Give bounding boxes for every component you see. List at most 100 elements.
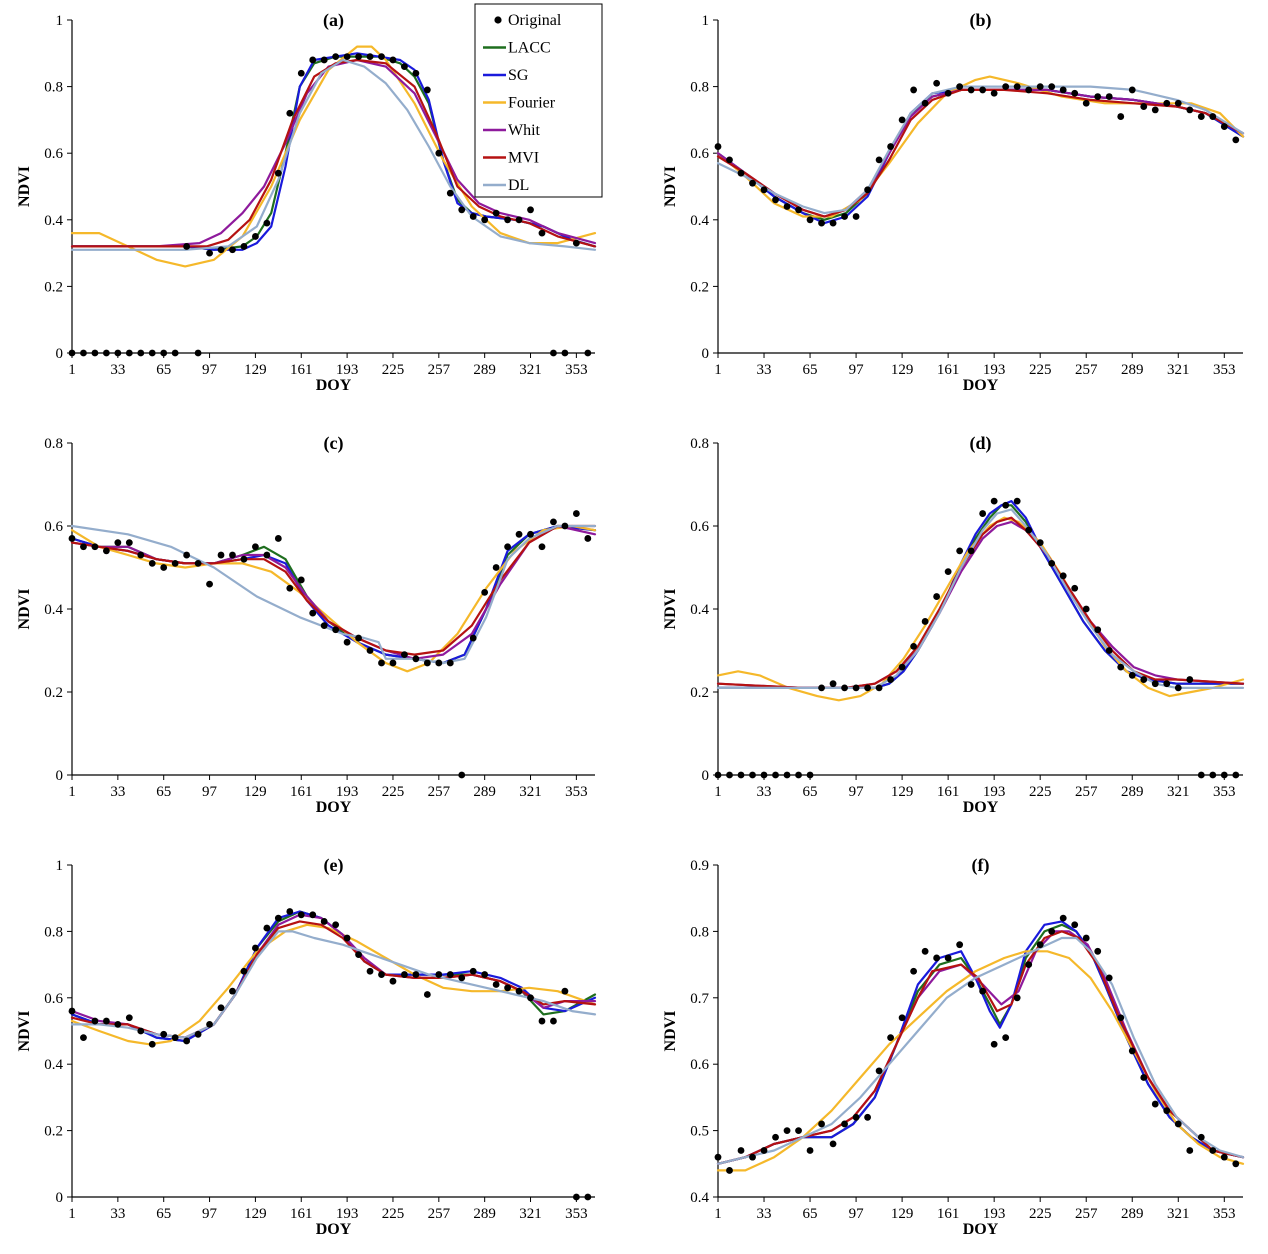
original-point: [829, 1140, 837, 1148]
original-point: [990, 1040, 998, 1048]
x-tick-label: 289: [1121, 362, 1144, 378]
original-point: [320, 56, 328, 64]
series-line-dl: [70, 58, 597, 251]
x-tick-label: 353: [565, 784, 588, 800]
original-point: [561, 349, 569, 357]
chart-panel-4: 0 0.2 0.4 0.6 0.8 1 33 65 97 129 161 193 225 257 289 32…: [662, 433, 1245, 816]
original-point: [990, 497, 998, 505]
x-tick-label: 129: [891, 362, 914, 378]
original-point: [171, 559, 179, 567]
x-tick-label: 65: [803, 1206, 818, 1222]
x-tick-label: 65: [156, 1206, 171, 1222]
y-axis-title: NDVI: [662, 589, 679, 630]
x-tick-label: 289: [1121, 784, 1144, 800]
original-point: [355, 53, 362, 61]
original-point: [772, 771, 779, 779]
original-point: [852, 213, 860, 220]
original-point: [458, 206, 466, 214]
original-point: [1036, 83, 1044, 90]
series-line-lacc: [716, 88, 1245, 221]
original-point: [910, 967, 918, 975]
original-point: [538, 543, 546, 551]
series-line-whit: [716, 520, 1245, 689]
original-point: [102, 1017, 110, 1025]
original-point: [1059, 86, 1067, 94]
original-point: [481, 971, 489, 978]
original-point: [737, 169, 745, 177]
original-point: [435, 971, 443, 978]
x-tick-label: 289: [473, 1206, 496, 1222]
original-point: [492, 564, 500, 571]
original-point: [1140, 676, 1148, 683]
x-tick-label: 225: [382, 1206, 405, 1222]
original-point: [366, 647, 374, 654]
original-point: [423, 86, 431, 94]
x-tick-label: 257: [428, 362, 451, 378]
x-tick-label: 257: [1075, 1206, 1098, 1222]
original-point: [252, 233, 259, 240]
chart-panel-1: 0 0.2 0.4 0.6 0.8 1 1 33 65 97 129 161 193 225 257 289 3…: [16, 10, 597, 394]
original-point: [320, 918, 328, 925]
y-axis-title: NDVI: [16, 1011, 33, 1052]
original-point: [864, 186, 871, 194]
x-tick-label: 33: [110, 784, 125, 800]
original-point: [286, 908, 294, 915]
original-point: [355, 634, 362, 642]
chart-panel-6: 0.4 0.5 0.6 0.7 0.8 0.9 1 33 65 97 129 161 193 225 257…: [662, 855, 1245, 1238]
original-point: [148, 1040, 156, 1048]
series-line-sg: [716, 920, 1245, 1165]
original-point: [1025, 86, 1033, 94]
original-point: [274, 914, 282, 922]
original-point: [527, 994, 534, 1002]
panel-title: (c): [324, 433, 344, 454]
original-point: [1128, 1047, 1136, 1055]
original-point: [1128, 672, 1136, 679]
original-point: [841, 213, 848, 220]
x-tick-label: 33: [110, 362, 125, 378]
original-point: [760, 186, 768, 194]
original-point: [783, 1127, 791, 1134]
y-axis-title: NDVI: [16, 166, 33, 207]
original-point: [933, 79, 941, 87]
original-point: [898, 116, 906, 124]
original-point: [829, 680, 837, 688]
y-tick-label: 0.4: [690, 602, 709, 618]
legend: Original LACC SG Fourier Whit MVI DL: [474, 3, 603, 198]
original-point: [1082, 99, 1090, 107]
y-tick-label: 0.4: [44, 602, 63, 618]
original-point: [80, 1034, 87, 1042]
original-point: [1025, 961, 1033, 968]
y-tick-label: 0.2: [44, 1124, 63, 1140]
x-tick-label: 353: [1213, 784, 1236, 800]
x-tick-label: 257: [428, 784, 451, 800]
original-point: [1151, 1100, 1159, 1108]
original-point: [160, 1030, 168, 1038]
original-point: [1186, 1147, 1194, 1154]
x-tick-label: 225: [1029, 784, 1052, 800]
chart-panel-3: 0 0.2 0.4 0.6 0.8 1 33 65 97 129 161 193 225 257 289 32…: [16, 433, 597, 816]
original-point: [1002, 1034, 1010, 1042]
original-point: [274, 169, 282, 177]
original-point: [944, 89, 952, 97]
series-line-mvi: [716, 88, 1245, 218]
y-tick-label: 0: [702, 346, 710, 362]
original-point: [956, 547, 964, 555]
original-point: [561, 987, 569, 995]
original-point: [783, 203, 791, 210]
original-point: [772, 1133, 779, 1141]
original-point: [979, 86, 987, 94]
x-tick-label: 193: [336, 1206, 359, 1222]
panel-title: (d): [970, 433, 992, 454]
legend-label: Fourier: [508, 95, 556, 112]
original-point: [504, 216, 511, 224]
legend-label: SG: [508, 67, 529, 84]
x-tick-label: 289: [473, 362, 496, 378]
original-point: [1048, 928, 1056, 935]
original-point: [795, 1127, 802, 1134]
y-tick-label: 0.8: [690, 924, 709, 940]
original-point: [183, 1037, 191, 1045]
original-point: [1128, 86, 1136, 94]
legend-marker: [494, 16, 502, 24]
y-tick-label: 0: [56, 346, 64, 362]
original-point: [1163, 680, 1171, 688]
